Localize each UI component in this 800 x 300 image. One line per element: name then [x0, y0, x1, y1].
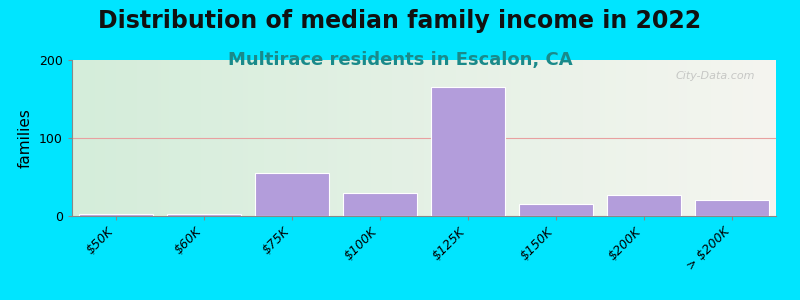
- Bar: [430, 87, 506, 216]
- Bar: [254, 173, 330, 216]
- Text: Distribution of median family income in 2022: Distribution of median family income in …: [98, 9, 702, 33]
- Bar: [78, 214, 154, 216]
- Bar: [606, 195, 682, 216]
- Bar: [166, 214, 242, 216]
- Bar: [694, 200, 770, 216]
- Text: City-Data.com: City-Data.com: [675, 71, 755, 81]
- Text: Multirace residents in Escalon, CA: Multirace residents in Escalon, CA: [228, 51, 572, 69]
- Bar: [342, 193, 418, 216]
- Y-axis label: families: families: [17, 108, 32, 168]
- Bar: [518, 204, 594, 216]
